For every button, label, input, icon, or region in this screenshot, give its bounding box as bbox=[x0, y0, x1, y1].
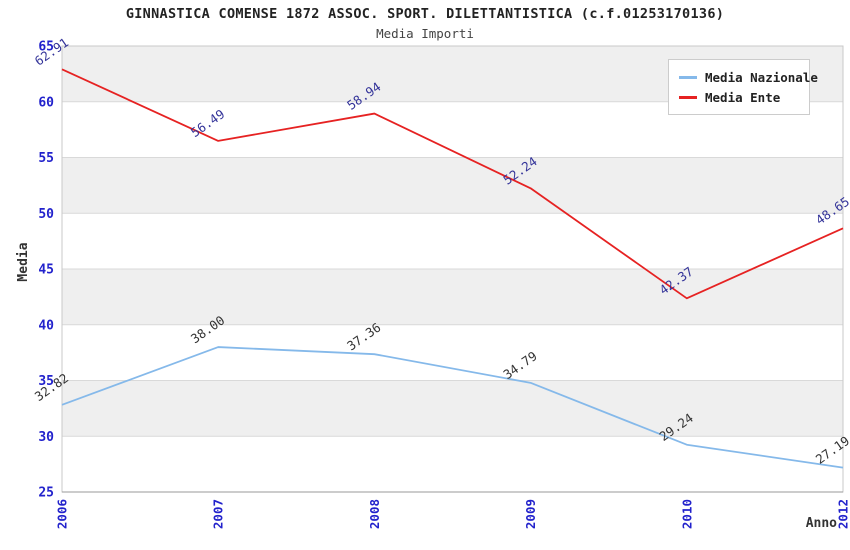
y-tick-label: 50 bbox=[38, 207, 54, 222]
x-tick-label: 2009 bbox=[523, 499, 538, 529]
chart-title: GINNASTICA COMENSE 1872 ASSOC. SPORT. DI… bbox=[125, 6, 725, 22]
y-tick-label: 35 bbox=[38, 374, 54, 389]
y-axis-title: Media bbox=[16, 242, 31, 281]
legend-label-media-ente: Media Ente bbox=[705, 89, 781, 105]
x-tick-label: 2012 bbox=[836, 499, 850, 529]
y-tick-label: 40 bbox=[38, 318, 54, 333]
x-tick-label: 2008 bbox=[367, 499, 382, 529]
x-tick-label: 2010 bbox=[679, 499, 694, 529]
y-tick-label: 60 bbox=[38, 95, 54, 110]
x-tick-label: 2007 bbox=[211, 499, 226, 529]
y-tick-label: 55 bbox=[38, 151, 54, 166]
legend-swatch-nazionale-icon bbox=[679, 75, 697, 79]
plot-band bbox=[62, 157, 843, 214]
x-axis-title: Anno bbox=[806, 516, 837, 531]
legend-item-media-nazionale[interactable]: Media Nazionale bbox=[679, 67, 818, 87]
y-tick-label: 25 bbox=[38, 486, 54, 501]
y-tick-label: 65 bbox=[38, 40, 54, 55]
chart-subtitle: Media Importi bbox=[376, 26, 474, 41]
series-line bbox=[61, 346, 844, 469]
plot-band bbox=[62, 380, 843, 437]
plot-band bbox=[62, 269, 843, 325]
legend-label-media-nazionale: Media Nazionale bbox=[705, 69, 818, 85]
point-label: 34.79 bbox=[500, 348, 539, 382]
legend: Media Nazionale Media Ente bbox=[668, 59, 818, 115]
legend-item-media-ente[interactable]: Media Ente bbox=[679, 87, 801, 107]
y-tick-label: 45 bbox=[38, 263, 54, 278]
series-line bbox=[61, 68, 844, 300]
x-tick-label: 2006 bbox=[55, 499, 70, 529]
legend-swatch-ente-icon bbox=[679, 95, 697, 99]
point-label: 27.19 bbox=[813, 433, 850, 467]
y-tick-label: 30 bbox=[38, 430, 54, 445]
